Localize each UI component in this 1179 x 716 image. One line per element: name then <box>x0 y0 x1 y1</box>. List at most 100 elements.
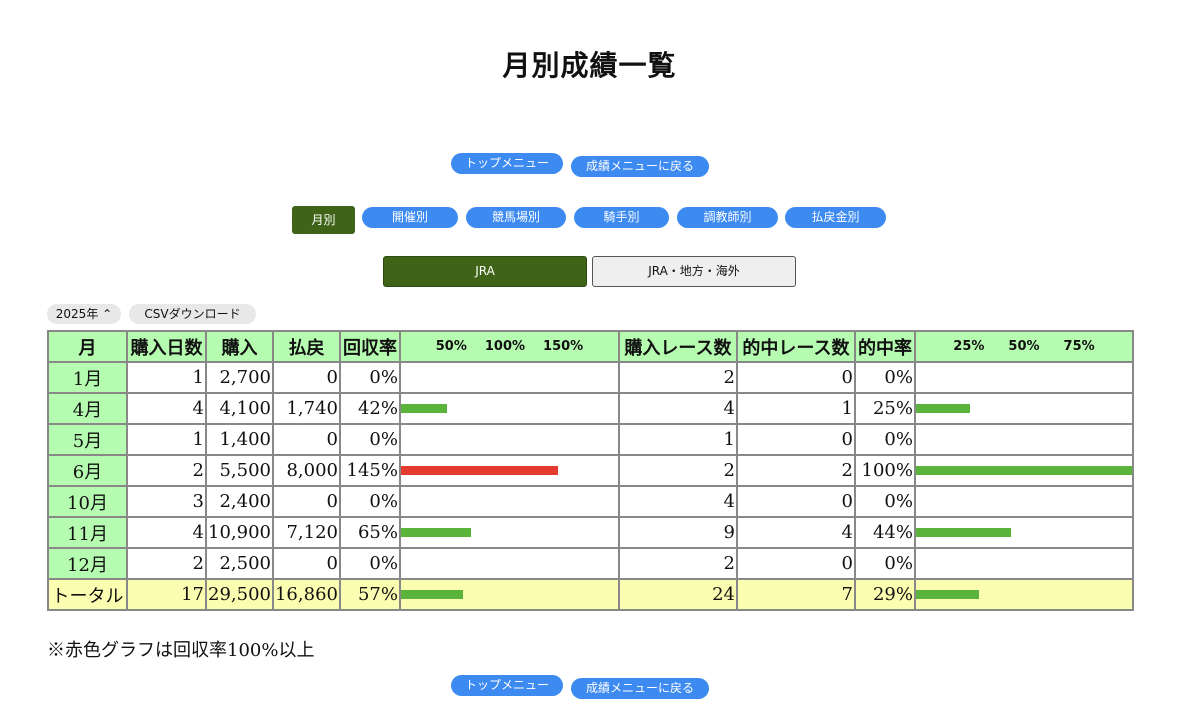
hits-cell: 0 <box>735 361 856 394</box>
recovery-cell: 65% <box>338 516 401 549</box>
tab-trainer[interactable]: 調教師別 <box>677 207 778 228</box>
month-cell: トータル <box>47 578 128 611</box>
hit-rate-cell: 25% <box>853 392 916 425</box>
hit-rate-bar <box>913 423 1134 456</box>
races-cell: 2 <box>617 454 738 487</box>
back-to-results-menu-button-bottom[interactable]: 成績メニューに戻る <box>571 678 709 699</box>
payout-cell: 0 <box>271 547 341 580</box>
recovery-bar <box>398 485 620 518</box>
days-cell: 4 <box>126 392 207 425</box>
purchase-cell: 29,500 <box>205 578 274 611</box>
header-purchase: 購入 <box>205 330 274 363</box>
recovery-cell: 42% <box>338 392 401 425</box>
purchase-cell: 4,100 <box>205 392 274 425</box>
scale-label: 100% <box>484 339 526 354</box>
hit-rate-bar-fill <box>916 528 1012 537</box>
total-row: トータル 17 29,500 16,860 57% 24 7 29% <box>47 578 1134 611</box>
month-cell: 5月 <box>47 423 128 456</box>
table-row: 6月 2 5,500 8,000 145% 2 2 100% <box>47 454 1134 487</box>
recovery-bar <box>398 423 620 456</box>
table-row: 1月 1 2,700 0 0% 2 0 0% <box>47 361 1134 394</box>
tab-jockey[interactable]: 騎手別 <box>574 207 669 228</box>
recovery-bar <box>398 361 620 394</box>
table-row: 11月 4 10,900 7,120 65% 9 4 44% <box>47 516 1134 549</box>
table-row: 12月 2 2,500 0 0% 2 0 0% <box>47 547 1134 580</box>
recovery-cell: 57% <box>338 578 401 611</box>
updown-chevron-icon: ⌃ <box>102 307 113 321</box>
tab-payout-amount[interactable]: 払戻金別 <box>785 207 886 228</box>
days-cell: 4 <box>126 516 207 549</box>
header-hit-scale: 25% 50% 75% <box>913 330 1134 363</box>
hit-rate-cell: 44% <box>853 516 916 549</box>
hit-rate-cell: 0% <box>853 485 916 518</box>
monthly-results-table: 月 購入日数 購入 払戻 回収率 50% 100% 150% 購入レース数 的中レー… <box>47 330 1134 611</box>
tab-meeting[interactable]: 開催別 <box>362 207 458 228</box>
purchase-cell: 2,400 <box>205 485 274 518</box>
header-hits: 的中レース数 <box>735 330 856 363</box>
races-cell: 9 <box>617 516 738 549</box>
header-races: 購入レース数 <box>617 330 738 363</box>
payout-cell: 0 <box>271 361 341 394</box>
hits-cell: 4 <box>735 516 856 549</box>
recovery-bar-fill <box>401 590 463 599</box>
scale-label: 25% <box>953 339 985 354</box>
month-cell: 11月 <box>47 516 128 549</box>
races-cell: 2 <box>617 547 738 580</box>
header-payout: 払戻 <box>271 330 341 363</box>
tab-racecourse[interactable]: 競馬場別 <box>466 207 566 228</box>
hit-rate-bar-fill <box>916 590 979 599</box>
days-cell: 1 <box>126 361 207 394</box>
races-cell: 2 <box>617 361 738 394</box>
tab-monthly[interactable]: 月別 <box>292 206 355 234</box>
hits-cell: 0 <box>735 485 856 518</box>
recovery-cell: 0% <box>338 485 401 518</box>
hits-cell: 0 <box>735 423 856 456</box>
header-hit-rate: 的中率 <box>853 330 916 363</box>
recovery-bar <box>398 392 620 425</box>
days-cell: 1 <box>126 423 207 456</box>
header-days: 購入日数 <box>126 330 207 363</box>
recovery-bar <box>398 454 620 487</box>
days-cell: 2 <box>126 547 207 580</box>
recovery-cell: 0% <box>338 423 401 456</box>
hit-rate-bar <box>913 454 1134 487</box>
hit-rate-bar <box>913 578 1134 611</box>
top-menu-button[interactable]: トップメニュー <box>451 153 563 174</box>
hit-rate-cell: 0% <box>853 547 916 580</box>
hit-rate-bar-fill <box>916 404 971 413</box>
races-cell: 4 <box>617 392 738 425</box>
scale-label: 50% <box>435 339 467 354</box>
segment-jra[interactable]: JRA <box>383 256 587 287</box>
days-cell: 2 <box>126 454 207 487</box>
page-title: 月別成績一覧 <box>502 49 677 82</box>
back-to-results-menu-button[interactable]: 成績メニューに戻る <box>571 156 709 177</box>
hits-cell: 2 <box>735 454 856 487</box>
csv-download-button[interactable]: CSVダウンロード <box>129 304 256 324</box>
hit-rate-bar <box>913 516 1134 549</box>
top-menu-button-bottom[interactable]: トップメニュー <box>451 675 563 696</box>
hit-rate-bar <box>913 485 1134 518</box>
table-row: 5月 1 1,400 0 0% 1 0 0% <box>47 423 1134 456</box>
segment-jra-local-overseas[interactable]: JRA・地方・海外 <box>592 256 796 287</box>
recovery-bar-fill <box>401 404 447 413</box>
races-cell: 1 <box>617 423 738 456</box>
year-select[interactable]: 2025年 ⌃ <box>47 304 121 324</box>
hit-rate-bar <box>913 547 1134 580</box>
hit-rate-cell: 29% <box>853 578 916 611</box>
header-recovery-scale: 50% 100% 150% <box>398 330 620 363</box>
hit-rate-cell: 0% <box>853 361 916 394</box>
days-cell: 3 <box>126 485 207 518</box>
recovery-bar <box>398 547 620 580</box>
scale-label: 50% <box>1008 339 1040 354</box>
payout-cell: 0 <box>271 485 341 518</box>
recovery-bar <box>398 578 620 611</box>
hit-rate-bar-fill <box>916 466 1131 475</box>
recovery-cell: 0% <box>338 361 401 394</box>
payout-cell: 1,740 <box>271 392 341 425</box>
month-cell: 4月 <box>47 392 128 425</box>
table-row: 4月 4 4,100 1,740 42% 4 1 25% <box>47 392 1134 425</box>
races-cell: 24 <box>617 578 738 611</box>
races-cell: 4 <box>617 485 738 518</box>
month-cell: 12月 <box>47 547 128 580</box>
year-select-value: 2025年 <box>55 307 99 321</box>
